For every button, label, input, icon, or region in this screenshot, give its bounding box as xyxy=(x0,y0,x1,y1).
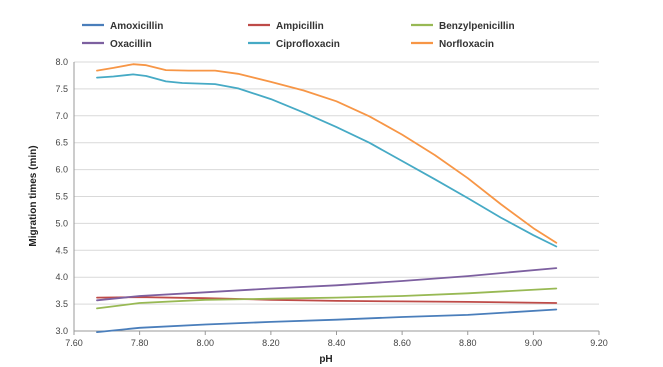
x-tick-label: 8.60 xyxy=(393,338,411,348)
legend-label: Norfloxacin xyxy=(439,39,494,50)
y-tick-label: 5.0 xyxy=(55,218,68,228)
x-tick-label: 8.80 xyxy=(459,338,477,348)
y-tick-label: 7.0 xyxy=(55,111,68,121)
x-tick-label: 8.00 xyxy=(196,338,214,348)
legend-label: Ciprofloxacin xyxy=(276,39,340,50)
y-tick-label: 7.5 xyxy=(55,84,68,94)
x-axis-title: pH xyxy=(319,354,332,365)
x-tick-label: 7.60 xyxy=(65,338,83,348)
y-tick-label: 5.5 xyxy=(55,192,68,202)
y-tick-label: 4.5 xyxy=(55,245,68,255)
y-tick-label: 8.0 xyxy=(55,57,68,67)
y-axis-title: Migration times (min) xyxy=(28,145,39,246)
legend-label: Amoxicillin xyxy=(110,21,163,32)
legend-label: Benzylpenicillin xyxy=(439,21,515,32)
x-tick-label: 8.20 xyxy=(262,338,280,348)
x-tick-label: 7.80 xyxy=(131,338,149,348)
y-tick-label: 3.5 xyxy=(55,299,68,309)
y-tick-label: 4.0 xyxy=(55,272,68,282)
y-tick-label: 6.5 xyxy=(55,138,68,148)
x-tick-label: 9.20 xyxy=(590,338,608,348)
y-tick-label: 6.0 xyxy=(55,165,68,175)
legend-label: Oxacillin xyxy=(110,39,152,50)
x-tick-label: 8.40 xyxy=(328,338,346,348)
y-tick-label: 3.0 xyxy=(55,326,68,336)
legend-label: Ampicillin xyxy=(276,21,324,32)
x-tick-label: 9.00 xyxy=(525,338,543,348)
